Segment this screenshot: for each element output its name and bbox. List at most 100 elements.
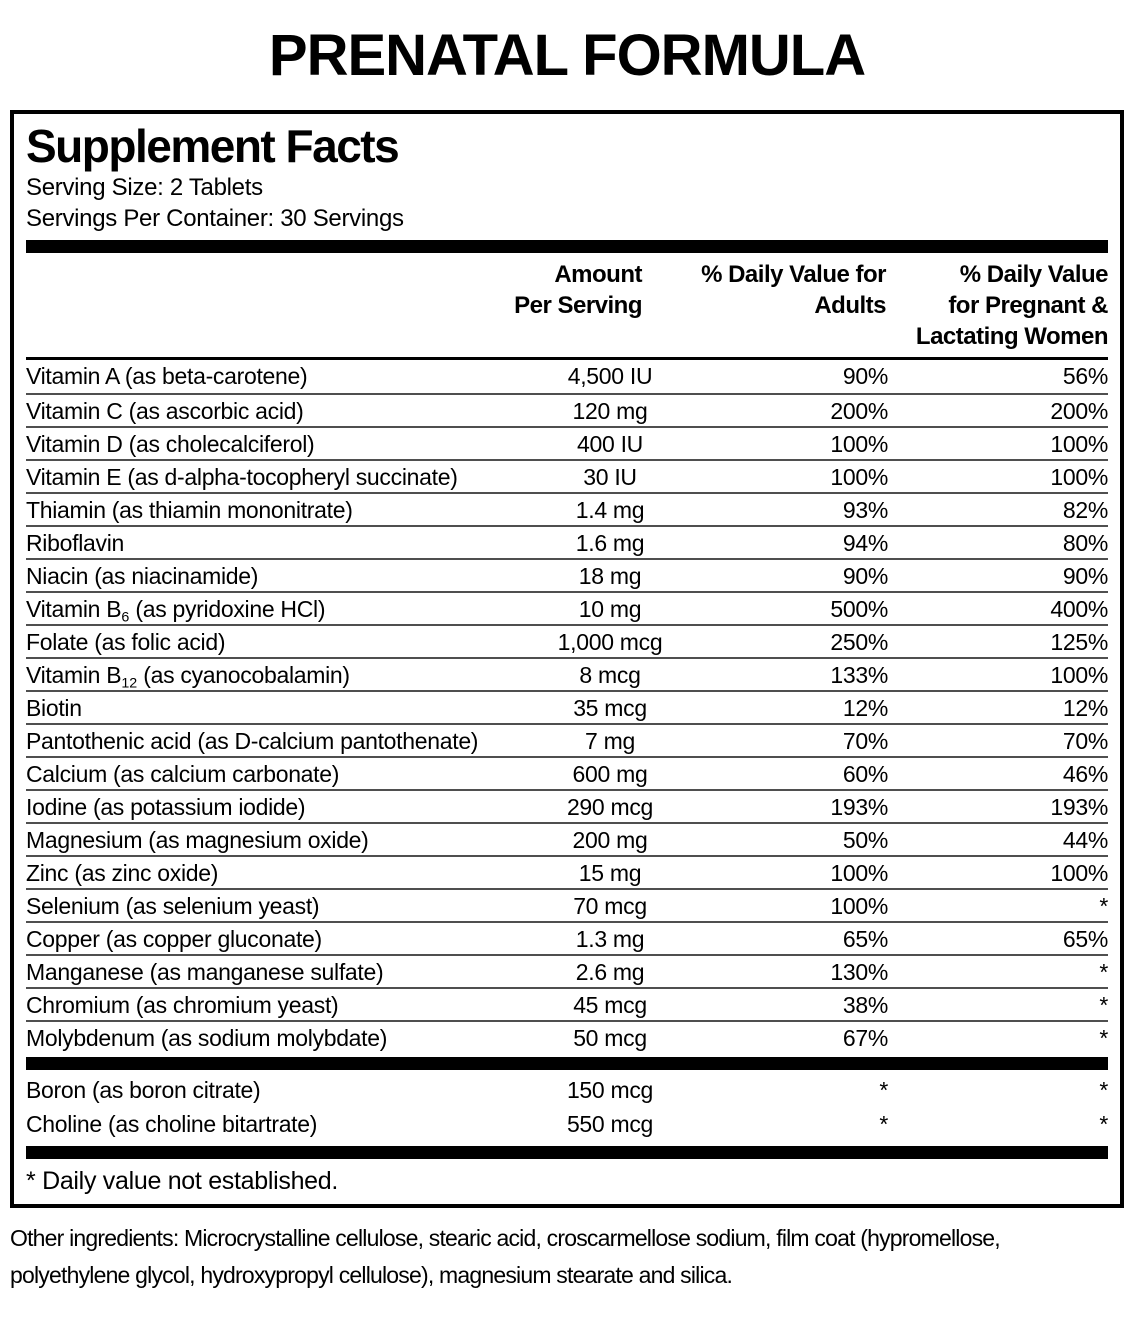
table-row: Magnesium (as magnesium oxide) 200 mg 50% 4… xyxy=(26,822,1108,855)
nutrient-name: Choline (as choline bitartrate) xyxy=(26,1111,318,1137)
nutrient-amount: 50 mcg xyxy=(573,1025,647,1051)
supplement-facts-heading: Supplement Facts xyxy=(26,120,400,172)
nutrient-name: Selenium (as selenium yeast) xyxy=(26,893,320,919)
nutrient-amount: 45 mcg xyxy=(573,992,647,1018)
daily-value-pregnant: * xyxy=(1099,959,1108,985)
nutrient-amount: 400 IU xyxy=(577,431,643,457)
daily-value-pregnant: 46% xyxy=(1062,761,1108,787)
daily-value-pregnant: * xyxy=(1099,1111,1108,1137)
nutrient-amount: 1.4 mg xyxy=(575,497,645,523)
other-ingredients: Other ingredients: Microcrystalline cell… xyxy=(10,1225,1001,1288)
nutrient-name: Manganese (as manganese sulfate) xyxy=(26,959,384,985)
nutrient-name: Iodine (as potassium iodide) xyxy=(26,794,306,820)
table-row: Copper (as copper gluconate) 1.3 mg 65% 65% xyxy=(26,921,1108,954)
table-row: Chromium (as chromium yeast) 45 mcg 38% * xyxy=(26,987,1108,1020)
daily-value-adults: * xyxy=(879,1077,888,1103)
nutrient-name: Vitamin E (as d-alpha-tocopheryl succina… xyxy=(26,464,458,490)
nutrient-amount: 18 mg xyxy=(578,563,642,589)
table-row: Molybdenum (as sodium molybdate) 50 mcg 67… xyxy=(26,1020,1108,1053)
nutrient-amount: 1,000 mcg xyxy=(557,629,663,655)
nutrient-name: Vitamin A (as beta-carotene) xyxy=(26,363,308,389)
divider-bar-top xyxy=(26,240,1108,253)
nutrient-name: Vitamin B6 (as pyridoxine HCl) xyxy=(26,596,326,626)
column-header-line: Amount xyxy=(554,261,642,288)
nutrient-amount: 15 mg xyxy=(578,860,642,886)
column-header-line: % Daily Value xyxy=(959,261,1109,288)
daily-value-adults: 70% xyxy=(842,728,888,754)
nutrient-amount: 10 mg xyxy=(578,596,642,622)
table-row: Vitamin B12 (as cyanocobalamin) 8 mcg 133%… xyxy=(26,657,1108,690)
column-header-adults: % Daily Value for Adults xyxy=(656,259,886,352)
table-row: Folate (as folic acid) 1,000 mcg 250% 125% xyxy=(26,624,1108,657)
table-row: Vitamin C (as ascorbic acid) 120 mg 200% 20… xyxy=(26,393,1108,426)
table-row: Zinc (as zinc oxide) 15 mg 100% 100% xyxy=(26,855,1108,888)
daily-value-adults: 12% xyxy=(842,695,888,721)
nutrient-table-no-dv: Boron (as boron citrate) 150 mcg * * Choline… xyxy=(26,1074,1108,1142)
daily-value-pregnant: 44% xyxy=(1062,827,1108,853)
nutrient-amount: 120 mg xyxy=(572,398,648,424)
daily-value-pregnant: 200% xyxy=(1050,398,1108,424)
daily-value-adults: 94% xyxy=(842,530,888,556)
page-title: PRENATAL FORMULA xyxy=(268,23,866,88)
daily-value-adults: 130% xyxy=(830,959,888,985)
daily-value-pregnant: 56% xyxy=(1062,363,1108,389)
daily-value-footnote: * Daily value not established. xyxy=(26,1167,339,1195)
daily-value-adults: 250% xyxy=(830,629,888,655)
nutrient-name: Copper (as copper gluconate) xyxy=(26,926,322,952)
column-header-line: % Daily Value for xyxy=(701,261,886,288)
nutrient-amount: 600 mg xyxy=(572,761,648,787)
daily-value-adults: 500% xyxy=(830,596,888,622)
daily-value-adults: 90% xyxy=(842,563,888,589)
daily-value-pregnant: 82% xyxy=(1062,497,1108,523)
table-row: Vitamin E (as d-alpha-tocopheryl succina… xyxy=(26,459,1108,492)
serving-size: Serving Size: 2 Tablets xyxy=(26,174,263,201)
nutrient-amount: 2.6 mg xyxy=(575,959,645,985)
column-header-line: Adults xyxy=(814,292,886,319)
daily-value-adults: 100% xyxy=(830,431,888,457)
nutrient-name: Pantothenic acid (as D-calcium pantothen… xyxy=(26,728,479,754)
daily-value-pregnant: 65% xyxy=(1062,926,1108,952)
daily-value-adults: 65% xyxy=(842,926,888,952)
column-header-line: for Pregnant & xyxy=(948,292,1108,319)
nutrient-name: Molybdenum (as sodium molybdate) xyxy=(26,1025,388,1051)
nutrient-amount: 4,500 IU xyxy=(567,363,653,389)
daily-value-adults: 60% xyxy=(842,761,888,787)
daily-value-adults: 67% xyxy=(842,1025,888,1051)
daily-value-pregnant: * xyxy=(1099,1077,1108,1103)
daily-value-pregnant: 70% xyxy=(1062,728,1108,754)
nutrient-name: Boron (as boron citrate) xyxy=(26,1077,261,1103)
daily-value-pregnant: 400% xyxy=(1050,596,1108,622)
divider-bar-bottom xyxy=(26,1146,1108,1159)
daily-value-adults: 50% xyxy=(842,827,888,853)
nutrient-name: Vitamin B12 (as cyanocobalamin) xyxy=(26,662,350,692)
table-row: Boron (as boron citrate) 150 mcg * * xyxy=(26,1074,1108,1108)
table-row: Vitamin A (as beta-carotene) 4,500 IU 90% 5… xyxy=(26,360,1108,393)
table-row: Thiamin (as thiamin mononitrate) 1.4 mg 93… xyxy=(26,492,1108,525)
daily-value-adults: 133% xyxy=(830,662,888,688)
daily-value-pregnant: 100% xyxy=(1050,431,1108,457)
daily-value-pregnant: 12% xyxy=(1062,695,1108,721)
daily-value-adults: 90% xyxy=(842,363,888,389)
daily-value-adults: * xyxy=(879,1111,888,1137)
nutrient-name: Niacin (as niacinamide) xyxy=(26,563,259,589)
daily-value-adults: 193% xyxy=(830,794,888,820)
daily-value-pregnant: 100% xyxy=(1050,860,1108,886)
daily-value-pregnant: 193% xyxy=(1050,794,1108,820)
table-row: Riboflavin 1.6 mg 94% 80% xyxy=(26,525,1108,558)
daily-value-adults: 38% xyxy=(842,992,888,1018)
table-row: Selenium (as selenium yeast) 70 mcg 100% * xyxy=(26,888,1108,921)
nutrient-amount: 1.6 mg xyxy=(575,530,645,556)
nutrient-name: Riboflavin xyxy=(26,530,124,556)
table-row: Niacin (as niacinamide) 18 mg 90% 90% xyxy=(26,558,1108,591)
nutrient-amount: 150 mcg xyxy=(566,1077,654,1103)
daily-value-pregnant: * xyxy=(1099,992,1108,1018)
servings-per-container: Servings Per Container: 30 Servings xyxy=(26,205,404,232)
nutrient-amount: 1.3 mg xyxy=(575,926,645,952)
header-rule xyxy=(26,357,1108,360)
nutrient-name: Chromium (as chromium yeast) xyxy=(26,992,339,1018)
table-row: Vitamin B6 (as pyridoxine HCl) 10 mg 500% 4… xyxy=(26,591,1108,624)
nutrient-amount: 8 mcg xyxy=(579,662,641,688)
column-header-amount: Amount Per Serving xyxy=(466,259,656,352)
nutrient-amount: 200 mg xyxy=(572,827,648,853)
nutrient-name: Magnesium (as magnesium oxide) xyxy=(26,827,369,853)
